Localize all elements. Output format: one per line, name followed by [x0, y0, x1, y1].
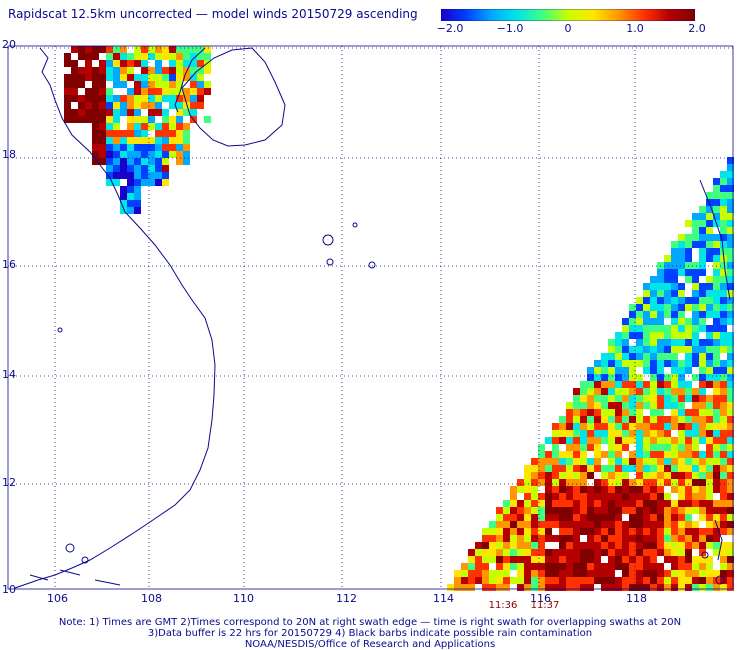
graticule	[8, 46, 733, 589]
lon-tick-label: 118	[626, 592, 647, 605]
lon-tick-label: 108	[141, 592, 162, 605]
lat-tick-label: 20	[2, 38, 16, 51]
coastline	[14, 47, 731, 589]
lon-tick-label: 106	[47, 592, 68, 605]
swath-time-label: 11:36	[488, 600, 518, 611]
lon-tick-label: 116	[530, 592, 551, 605]
colorbar-label: −2.0	[436, 22, 464, 35]
lon-tick-label: 110	[233, 592, 254, 605]
footnote-line: 3)Data buffer is 22 hrs for 20150729 4) …	[147, 628, 593, 639]
lon-tick-label: 112	[336, 592, 357, 605]
map-frame	[7, 45, 734, 590]
swath-time-label: 11:37	[530, 600, 560, 611]
credit-line: NOAA/NESDIS/Office of Research and Appli…	[244, 639, 496, 650]
colorbar-gradient	[441, 9, 695, 21]
map-title: Rapidscat 12.5km uncorrected — model win…	[8, 7, 418, 21]
lat-tick-label: 14	[2, 368, 16, 381]
lat-tick-label: 16	[2, 258, 16, 271]
colorbar-label: 2.0	[688, 22, 706, 35]
lat-tick-label: 18	[2, 148, 16, 161]
colorbar-label: −1.0	[496, 22, 524, 35]
lat-tick-label: 12	[2, 476, 16, 489]
lon-tick-label: 114	[433, 592, 454, 605]
colorbar	[441, 9, 695, 21]
colorbar-label: 0	[564, 22, 572, 35]
lat-tick-label: 10	[2, 583, 16, 596]
wind-difference-swath	[64, 46, 734, 591]
colorbar-label: 1.0	[626, 22, 644, 35]
footnote-line: Note: 1) Times are GMT 2)Times correspon…	[58, 617, 682, 628]
hainan-island-outline	[181, 47, 286, 147]
